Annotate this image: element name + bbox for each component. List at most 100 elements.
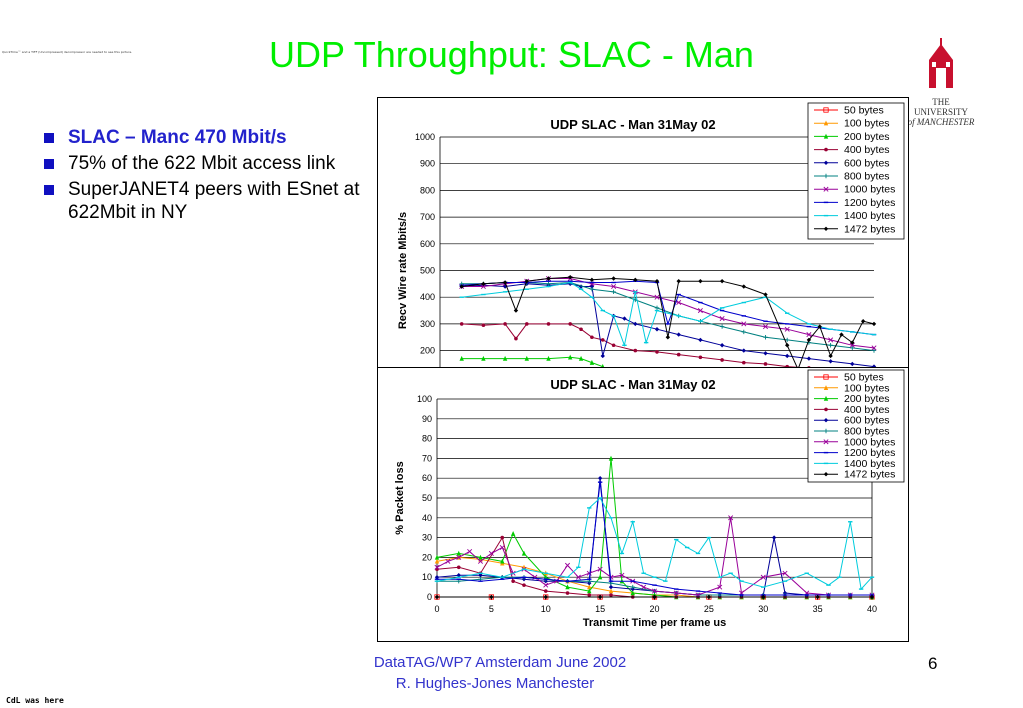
data-point [503,322,507,326]
data-point [459,322,464,326]
legend-label: 200 bytes [844,131,890,143]
data-point [641,584,647,590]
data-point [611,289,616,295]
data-point [568,322,572,326]
series [459,322,876,377]
data-point [611,284,617,290]
data-point [871,321,877,327]
packet-loss-chart: UDP SLAC - Man 31May 02 0 10 20 30 40 50 60 70 80… [377,367,909,642]
y-tick-label: 60 [422,473,432,483]
legend-label: 1400 bytes [844,210,895,222]
legend-item: 100 bytes [814,118,890,130]
legend-item: 800 bytes [814,426,890,438]
data-point [611,276,616,281]
data-point [741,321,747,327]
legend-label: 600 bytes [844,415,890,427]
data-point [477,558,484,564]
data-point [676,332,681,337]
bullet-text: SLAC – Manc 470 Mbit/s [68,127,287,148]
data-point [480,284,486,290]
data-point [652,594,657,600]
data-point [489,594,494,600]
data-point [785,337,790,343]
data-point [586,570,592,576]
data-point [823,226,829,231]
data-point [589,277,595,283]
data-point [728,515,734,521]
data-point [456,554,462,560]
bullet-square-icon [44,185,54,195]
y-tick-label: 900 [420,159,435,169]
data-point [608,588,614,594]
legend-item: 1000 bytes [814,436,895,448]
legend-item: 50 bytes [814,105,884,117]
series-line [461,276,875,371]
data-point [823,374,829,380]
data-point [697,308,703,314]
data-point [565,591,570,595]
data-point [719,343,725,348]
data-point [611,343,616,348]
data-point [823,395,829,401]
logo-line-1: THE UNIVERSITY [914,97,968,117]
legend-item: 1472 bytes [814,469,895,481]
data-point [500,535,505,540]
legend-label: 1200 bytes [844,197,895,209]
data-point [823,133,829,139]
data-point [589,286,595,292]
data-point [608,584,614,590]
x-tick-label: 5 [489,604,494,614]
y-tick-label: 200 [420,346,435,356]
data-point [546,322,551,326]
data-point [434,594,440,600]
data-point [817,324,822,329]
series-line [461,281,875,352]
data-point [806,337,812,343]
data-point [828,353,833,359]
data-point [784,326,790,332]
data-point [763,292,768,297]
legend-label: 1472 bytes [844,469,895,481]
data-point [600,338,605,342]
data-point [860,319,866,324]
x-tick-label: 30 [758,604,768,614]
data-point [481,355,486,361]
data-point [719,316,725,322]
data-point [434,564,440,570]
data-point [600,353,605,359]
legend-item: 400 bytes [814,144,890,156]
data-point [654,305,660,311]
data-point [719,324,725,329]
y-tick-label: 0 [427,592,432,602]
data-point [823,107,829,113]
series [459,281,877,348]
y-tick-label: 100 [417,394,432,404]
data-point [587,584,592,590]
data-point [655,350,659,354]
x-axis-label: Transmit Time per frame us [583,617,726,629]
data-point [622,316,627,321]
data-point [828,343,833,348]
data-point [823,472,829,477]
x-tick-label: 25 [704,604,714,614]
data-point [824,147,828,152]
data-point [578,355,584,361]
bullet-item: SLAC – Manc 470 Mbit/s [44,126,384,149]
data-point [760,574,766,580]
y-tick-label: 400 [420,292,435,302]
data-point [720,358,724,362]
data-point [763,335,768,340]
x-tick-label: 40 [867,604,877,614]
data-point [698,355,703,360]
data-point [481,281,486,287]
university-logo: THE UNIVERSITY of MANCHESTER [905,38,977,127]
legend-item: 1472 bytes [814,223,895,235]
data-point [823,173,829,179]
data-point [514,336,518,341]
legend-label: 400 bytes [844,144,890,156]
data-point [785,343,790,348]
y-tick-label: 20 [422,552,432,562]
data-point [543,594,548,600]
throughput-chart-svg: UDP SLAC - Man 31May 02 100 200 300 400 500 60… [397,102,905,404]
